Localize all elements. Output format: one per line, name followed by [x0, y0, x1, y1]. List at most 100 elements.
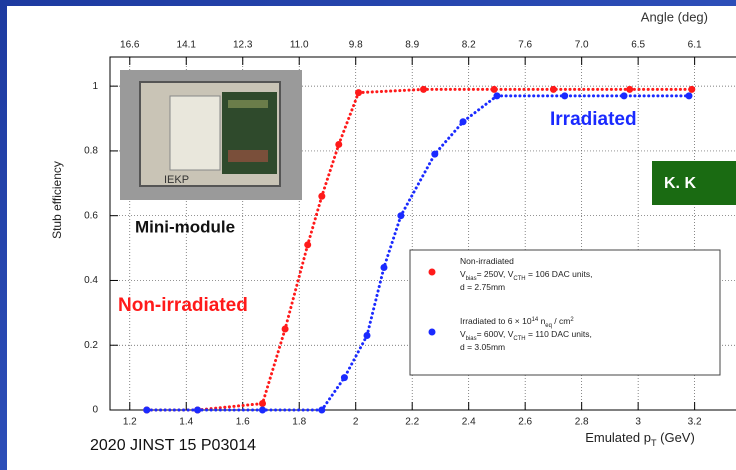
x2-tick-label: 16.6 — [120, 40, 140, 51]
data-point — [493, 92, 501, 100]
panel — [7, 6, 736, 470]
subscript: bias — [466, 336, 477, 342]
data-point — [363, 332, 371, 340]
legend-text: Non-irradiated — [460, 256, 514, 266]
x-tick-label: 2.8 — [575, 417, 589, 428]
data-point — [420, 85, 427, 93]
photo-tag: IEKP — [164, 174, 189, 186]
x-tick-label: 1.4 — [179, 417, 193, 428]
y-tick-label: 0.2 — [84, 340, 98, 351]
subscript: bias — [466, 276, 477, 282]
legend-text: Irradiated to 6 × 1014 neq / cm2 — [460, 316, 574, 328]
text-run: Irradiated to 6 × 10 — [460, 316, 532, 326]
data-point — [318, 192, 326, 200]
legend-marker — [428, 268, 436, 276]
x-axis-title: Emulated pT (GeV) — [585, 430, 695, 448]
data-point — [459, 118, 467, 126]
data-point — [259, 400, 267, 408]
text-run: / cm — [552, 316, 570, 326]
legend-text: d = 2.75mm — [460, 282, 505, 292]
x-tick-label: 1.6 — [236, 417, 250, 428]
data-point — [355, 89, 363, 97]
y-tick-label: 1 — [92, 81, 98, 92]
data-point — [397, 212, 405, 220]
y-axis-title: Stub efficiency — [50, 161, 64, 239]
legend-text: d = 3.05mm — [460, 342, 505, 352]
data-point — [431, 150, 439, 158]
x2-tick-label: 6.1 — [688, 40, 702, 51]
series-line — [145, 94, 691, 412]
data-point — [549, 85, 557, 93]
data-point — [490, 85, 498, 93]
data-point — [685, 92, 693, 100]
y-tick-label: 0.4 — [84, 275, 98, 286]
text-run: V — [460, 329, 466, 339]
module-photo: IEKP — [120, 70, 302, 200]
data-point — [143, 406, 151, 414]
data-point — [626, 85, 634, 93]
x-tick-label: 3.2 — [688, 417, 702, 428]
subscript: eq — [545, 323, 552, 329]
data-point — [318, 406, 326, 414]
x2-tick-label: 6.5 — [631, 40, 645, 51]
text-run: = 600V, V — [477, 329, 514, 339]
text-run: V — [460, 269, 466, 279]
x2-tick-label: 9.8 — [349, 40, 363, 51]
text-run: (GeV) — [657, 430, 695, 445]
data-point — [688, 85, 696, 93]
x-tick-label: 1.8 — [292, 417, 306, 428]
series-label: Irradiated — [550, 109, 637, 130]
data-point — [304, 241, 312, 249]
x-tick-label: 2.2 — [405, 417, 419, 428]
x2-tick-label: 8.2 — [462, 40, 476, 51]
x2-axis-title: Angle (deg) — [641, 9, 708, 24]
x2-tick-label: 12.3 — [233, 40, 253, 51]
plot-frame — [109, 56, 736, 411]
x-tick-label: 2 — [353, 417, 359, 428]
legend-text: Vbias= 250V, VCTH = 106 DAC units, — [460, 269, 592, 281]
photo-caption: Mini-module — [135, 217, 235, 236]
subscript: CTH — [513, 276, 525, 282]
text-run: = 110 DAC units, — [526, 329, 592, 339]
data-point — [620, 92, 628, 100]
subscript: T — [651, 438, 657, 448]
plot-area: 0 0.2 0.4 0.6 0.8 1 1.2 16.6 1.4 14.1 1.6 12.3 1.8 11… — [84, 40, 736, 428]
subscript: CTH — [513, 336, 525, 342]
text-run: d = 3.05mm — [460, 342, 505, 352]
legend-text: Vbias= 600V, VCTH = 110 DAC units, — [460, 329, 592, 341]
text-run: = 106 DAC units, — [526, 269, 593, 279]
reference: 2020 JINST 15 P03014 — [90, 437, 256, 454]
x2-tick-label: 7.0 — [575, 40, 589, 51]
y-tick-label: 0.8 — [84, 146, 98, 157]
x2-tick-label: 11.0 — [290, 40, 309, 51]
text-run: Emulated p — [585, 430, 651, 445]
y-tick-label: 0 — [92, 405, 98, 416]
data-point — [380, 264, 388, 272]
superscript: 14 — [532, 317, 539, 323]
badge — [652, 161, 736, 205]
x2-tick-label: 8.9 — [405, 40, 419, 51]
x2-tick-label: 7.6 — [518, 40, 532, 51]
superscript: 2 — [570, 317, 573, 323]
data-point — [335, 140, 343, 148]
text-run: = 250V, V — [477, 269, 514, 279]
series-label: Non-irradiated — [118, 295, 248, 316]
x2-tick-label: 14.1 — [177, 40, 197, 51]
x-tick-label: 2.4 — [462, 417, 476, 428]
data-point — [259, 406, 267, 414]
x-tick-label: 2.6 — [518, 417, 532, 428]
data-point — [561, 92, 569, 100]
text-run: n — [538, 316, 545, 326]
x-tick-label: 1.2 — [123, 417, 137, 428]
badge-text: K. K — [664, 175, 696, 192]
y-tick-label: 0.6 — [84, 210, 98, 221]
x-tick-label: 3 — [635, 417, 641, 428]
text-run: Non-irradiated — [460, 256, 514, 266]
data-point — [194, 406, 202, 414]
data-point — [340, 374, 348, 382]
legend-marker — [428, 328, 436, 336]
data-point — [281, 325, 289, 333]
